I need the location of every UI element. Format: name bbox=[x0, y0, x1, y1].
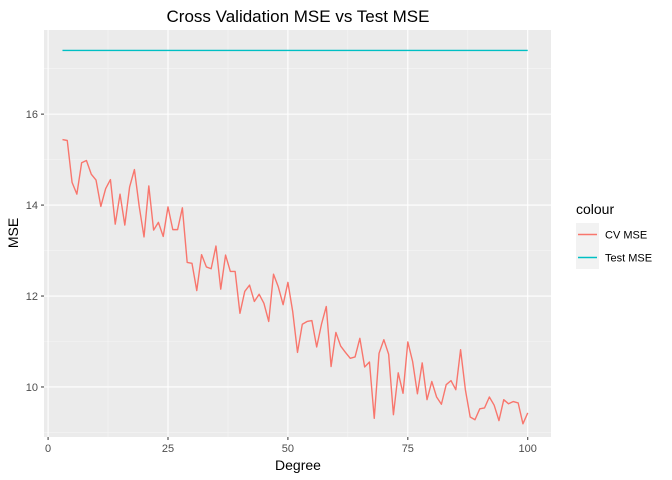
legend-label-cv-mse: CV MSE bbox=[605, 230, 647, 242]
legend-label-test-mse: Test MSE bbox=[605, 253, 652, 265]
chart-title: Cross Validation MSE vs Test MSE bbox=[167, 7, 430, 26]
cv-mse-line bbox=[62, 138, 529, 425]
x-tick-label: 0 bbox=[45, 443, 51, 455]
y-axis-title: MSE bbox=[5, 218, 21, 248]
x-axis: 0 25 50 75 100 bbox=[45, 437, 537, 455]
x-tick-label: 75 bbox=[402, 443, 414, 455]
y-tick-label: 16 bbox=[26, 109, 38, 121]
legend: colour CV MSE Test MSE bbox=[576, 201, 652, 269]
grid-major bbox=[44, 30, 551, 437]
y-tick-label: 10 bbox=[26, 382, 38, 394]
y-axis: 10 12 14 16 bbox=[26, 109, 44, 394]
series-layer bbox=[62, 49, 529, 425]
grid-minor bbox=[44, 30, 551, 437]
legend-entries: CV MSE Test MSE bbox=[576, 223, 652, 269]
x-axis-title: Degree bbox=[275, 457, 321, 473]
x-tick-label: 100 bbox=[519, 443, 537, 455]
plot-panel bbox=[44, 30, 551, 437]
x-tick-label: 50 bbox=[282, 443, 294, 455]
y-tick-label: 14 bbox=[26, 200, 38, 212]
y-tick-label: 12 bbox=[26, 291, 38, 303]
x-tick-label: 25 bbox=[162, 443, 174, 455]
legend-title: colour bbox=[576, 201, 614, 217]
